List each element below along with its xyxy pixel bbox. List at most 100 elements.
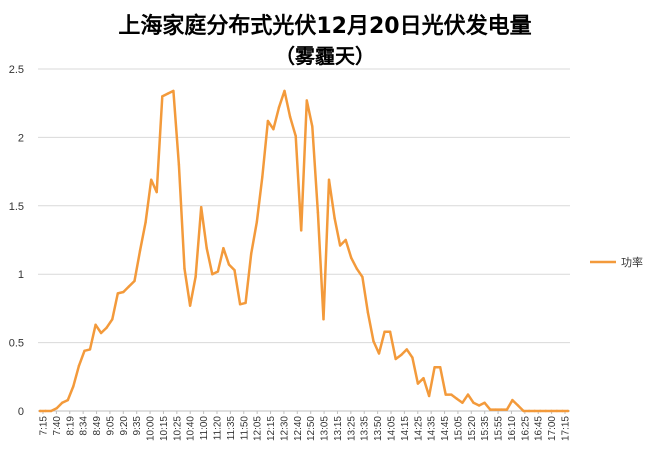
data-point (494, 408, 497, 411)
data-point (99, 331, 103, 335)
data-point (366, 311, 370, 314)
data-point (94, 323, 97, 326)
data-point (361, 275, 364, 279)
data-point (311, 125, 314, 128)
data-point (400, 353, 403, 357)
data-point (88, 348, 92, 351)
data-point (344, 238, 347, 242)
data-point (233, 268, 236, 272)
data-point (450, 393, 453, 396)
x-tick-label: 17:00 (547, 416, 558, 441)
data-point (338, 244, 342, 247)
y-tick-label: 1 (18, 269, 24, 281)
chart-subtitle: （雾霾天） (275, 44, 375, 68)
data-point (527, 409, 531, 413)
data-point (216, 270, 220, 273)
x-tick-label: 14:35 (427, 416, 438, 441)
x-tick-label: 15:20 (467, 416, 478, 441)
data-point (561, 409, 564, 413)
data-point (500, 408, 503, 411)
x-tick-label: 12:15 (266, 416, 277, 441)
data-point (211, 273, 214, 276)
x-tick-label: 17:15 (561, 416, 572, 441)
x-tick-label: 12:05 (253, 416, 264, 441)
x-tick-label: 9:20 (119, 416, 130, 436)
data-point (261, 175, 264, 179)
x-tick-label: 13:25 (346, 416, 357, 441)
x-tick-label: 12:30 (279, 416, 290, 441)
x-tick-label: 14:05 (387, 416, 398, 441)
x-tick-label: 7:40 (52, 416, 63, 436)
x-tick-label: 13:35 (360, 416, 371, 441)
data-point (433, 366, 436, 369)
x-tick-label: 8:19 (65, 416, 76, 436)
data-point (444, 393, 447, 396)
data-point (427, 394, 431, 398)
data-point (511, 398, 514, 402)
x-tick-label: 16:25 (520, 416, 531, 441)
data-point (127, 285, 131, 288)
data-point (288, 115, 292, 119)
data-point (477, 404, 481, 407)
series-line-功率 (38, 89, 570, 413)
data-point (177, 163, 181, 166)
data-point (333, 216, 336, 220)
data-point (516, 404, 520, 407)
data-point (383, 330, 386, 333)
x-tick-label: 16:45 (534, 416, 545, 441)
data-point (394, 357, 397, 361)
x-tick-label: 14:45 (440, 416, 451, 441)
data-point (355, 267, 358, 270)
data-point (116, 292, 120, 295)
data-point (466, 393, 470, 396)
x-tick-label: 13:05 (320, 416, 331, 441)
data-point (255, 221, 258, 224)
data-point (55, 407, 58, 410)
chart-title: 上海家庭分布式光伏12月20日光伏发电量 (118, 14, 532, 39)
data-point (161, 95, 164, 98)
data-point (83, 349, 86, 352)
x-tick-label: 8:49 (92, 416, 103, 436)
data-point (188, 304, 192, 307)
data-point (327, 178, 331, 181)
data-point (377, 352, 381, 355)
x-tick-label: 10:00 (146, 416, 157, 441)
data-point (405, 348, 408, 351)
data-point (455, 397, 458, 400)
data-point (266, 119, 270, 123)
legend-label: 功率 (621, 255, 643, 269)
x-tick-label: 10:40 (186, 416, 197, 441)
data-point (483, 401, 486, 404)
data-point (155, 190, 158, 194)
data-point (144, 221, 147, 224)
data-point (244, 301, 247, 305)
data-point (172, 89, 175, 93)
x-tick-label: 10:25 (172, 416, 183, 441)
data-point (505, 408, 509, 411)
data-point (222, 247, 225, 250)
data-point (183, 267, 186, 270)
data-point (49, 409, 53, 413)
data-point (250, 252, 253, 255)
data-point (550, 409, 553, 413)
x-tick-label: 9:35 (132, 416, 143, 436)
data-point (372, 340, 375, 343)
data-point (416, 382, 420, 385)
x-tick-label: 11:50 (239, 416, 250, 441)
data-point (461, 401, 464, 404)
data-point (77, 364, 81, 368)
data-point (422, 377, 425, 380)
x-tick-label: 10:15 (159, 416, 170, 441)
x-tick-label: 14:25 (413, 416, 424, 441)
data-point (61, 401, 64, 404)
x-tick-label: 15:35 (480, 416, 491, 441)
data-point (277, 106, 281, 109)
data-point (566, 409, 570, 413)
data-point (72, 385, 75, 388)
y-tick-label: 1.5 (9, 201, 24, 213)
x-tick-label: 15:05 (453, 416, 464, 441)
x-tick-label: 12:50 (306, 416, 317, 441)
data-point (533, 409, 536, 413)
